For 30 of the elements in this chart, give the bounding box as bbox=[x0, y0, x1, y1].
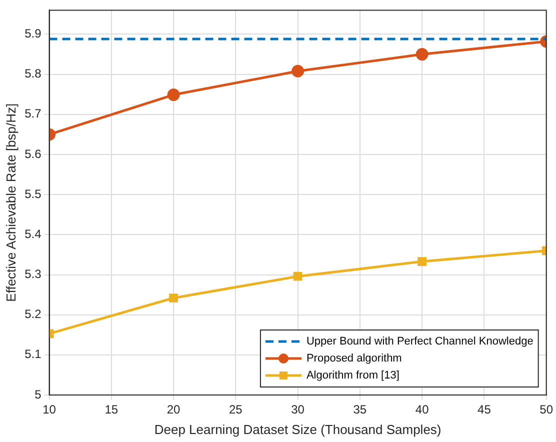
y-tick-label: 5.7 bbox=[24, 106, 42, 121]
legend-label: Upper Bound with Perfect Channel Knowledge bbox=[306, 336, 534, 348]
y-tick-label: 5.5 bbox=[24, 186, 42, 201]
x-tick-label: 35 bbox=[353, 402, 367, 417]
y-tick-label: 5.3 bbox=[24, 267, 42, 282]
legend-label: Proposed algorithm bbox=[306, 352, 402, 365]
point bbox=[169, 294, 178, 302]
x-tick-label: 15 bbox=[104, 402, 118, 417]
point bbox=[167, 88, 180, 102]
y-tick-label: 5 bbox=[34, 387, 42, 402]
x-tick-label: 40 bbox=[415, 402, 430, 417]
legend-label: Algorithm from [13] bbox=[306, 370, 400, 382]
point bbox=[293, 272, 302, 281]
y-tick-label: 5.8 bbox=[24, 66, 42, 81]
x-tick-label: 30 bbox=[291, 402, 305, 417]
y-tick-label: 5.4 bbox=[24, 226, 42, 241]
x-tick-label: 20 bbox=[166, 402, 181, 417]
point bbox=[418, 257, 426, 266]
x-tick-label: 10 bbox=[42, 402, 56, 417]
y-tick-label: 5.6 bbox=[24, 146, 42, 161]
point bbox=[416, 48, 428, 61]
y-tick-label: 5.1 bbox=[24, 347, 42, 362]
y-axis-title: Effective Achievable Rate [bsp/Hz] bbox=[3, 103, 18, 302]
y-tick-label: 5.2 bbox=[24, 307, 42, 322]
x-tick-label: 45 bbox=[478, 402, 492, 417]
x-tick-label: 25 bbox=[228, 402, 243, 417]
y-tick-label: 5.9 bbox=[24, 26, 42, 41]
x-tick-label: 50 bbox=[540, 402, 554, 417]
point bbox=[292, 64, 304, 78]
x-axis-title: Deep Learning Dataset Size (Thousand Samples) bbox=[154, 422, 442, 437]
